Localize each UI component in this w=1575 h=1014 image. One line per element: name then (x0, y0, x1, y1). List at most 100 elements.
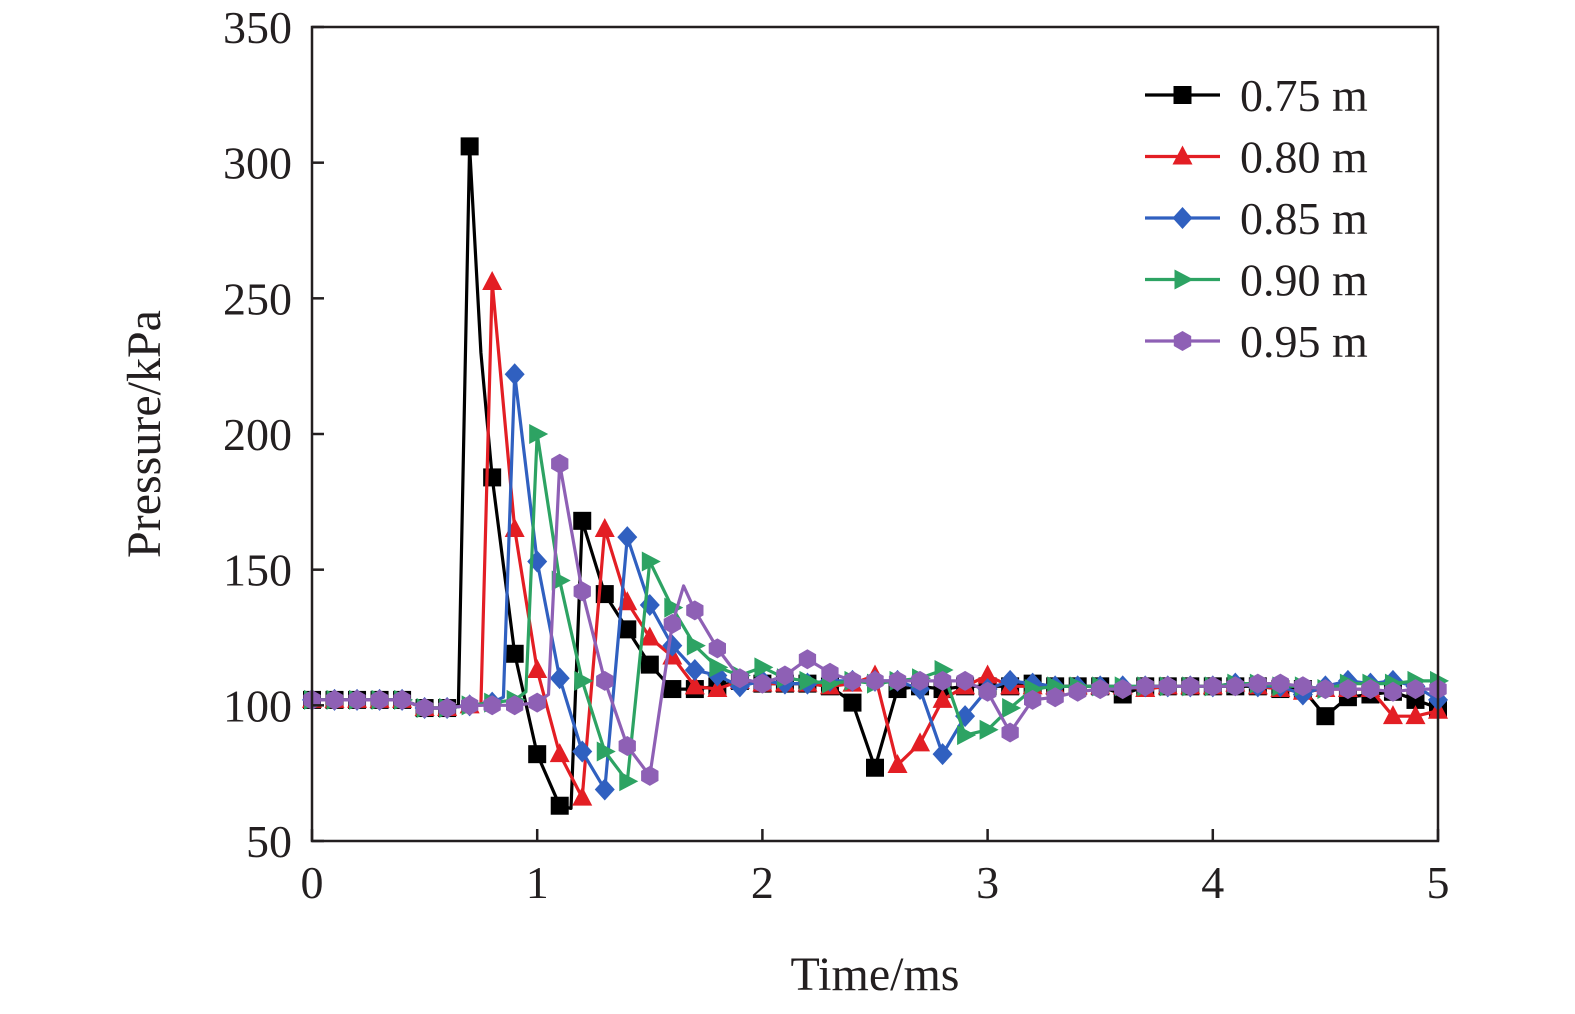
data-point (551, 453, 569, 474)
data-point (1114, 679, 1132, 700)
data-point (1091, 679, 1109, 700)
data-point (1000, 669, 1021, 692)
y-tick-label: 300 (223, 138, 292, 189)
data-point (370, 689, 389, 710)
data-point (415, 698, 434, 718)
legend-item: 0.95 m (1145, 316, 1368, 367)
data-point (482, 271, 503, 291)
x-tick-label: 2 (751, 857, 774, 908)
data-point (641, 765, 659, 786)
data-point (617, 526, 638, 549)
data-point (843, 693, 862, 712)
data-point (438, 698, 456, 718)
series-3 (302, 363, 1448, 801)
data-point (686, 600, 704, 621)
data-point (957, 725, 977, 746)
data-point (1181, 676, 1199, 697)
x-axis-title: Time/ms (791, 948, 960, 1001)
data-point (956, 670, 974, 691)
data-point (1316, 679, 1335, 700)
data-point (549, 667, 570, 690)
x-tick-label: 1 (526, 857, 549, 908)
data-point (753, 673, 772, 694)
y-tick-label: 250 (223, 273, 292, 324)
data-point (866, 758, 884, 777)
data-point (776, 665, 794, 686)
data-point (979, 719, 999, 740)
legend-marker (1172, 207, 1193, 229)
data-point (550, 796, 569, 815)
axis-ticks: 0 1 2 3 4 5 50 100 150 200 250 300 350 (223, 2, 1450, 908)
data-point (1204, 676, 1222, 697)
legend-item: 0.85 m (1145, 193, 1368, 244)
data-point (843, 670, 862, 691)
y-axis-title: Pressure/kPa (118, 310, 171, 558)
data-point (887, 754, 908, 774)
data-point (483, 695, 501, 716)
data-point (594, 778, 615, 801)
data-point (888, 670, 907, 691)
data-point (1271, 673, 1289, 694)
y-tick-label: 50 (246, 816, 292, 867)
data-point (686, 635, 706, 656)
data-point (1002, 698, 1022, 719)
data-point (596, 741, 616, 762)
data-point (663, 613, 681, 634)
data-point (911, 670, 929, 691)
series-line (312, 372, 1439, 791)
data-point (1382, 705, 1403, 725)
y-tick-label: 200 (223, 409, 292, 460)
legend-label: 0.80 m (1240, 132, 1368, 183)
legend-marker (1173, 331, 1192, 351)
legend-item: 0.90 m (1145, 255, 1368, 306)
data-point (1159, 676, 1177, 697)
data-point (1136, 676, 1154, 697)
series-5 (303, 453, 1447, 786)
data-point (528, 692, 546, 713)
data-point (684, 675, 705, 695)
data-point (1001, 722, 1019, 743)
data-point (506, 695, 524, 716)
data-point (1226, 676, 1244, 697)
data-point (709, 657, 729, 678)
data-point (641, 551, 661, 572)
data-point (573, 511, 592, 530)
legend-label: 0.95 m (1240, 316, 1368, 367)
x-tick-label: 3 (976, 857, 999, 908)
legend-label: 0.75 m (1240, 70, 1368, 121)
series-line (312, 432, 1438, 783)
data-point (932, 743, 953, 766)
data-point (708, 638, 726, 659)
data-point (821, 662, 839, 683)
data-point (910, 732, 931, 752)
data-point (1361, 679, 1380, 700)
legend-marker (1173, 86, 1192, 104)
data-point (977, 664, 998, 684)
data-point (348, 689, 366, 710)
data-point (572, 786, 593, 806)
data-point (664, 597, 684, 618)
data-point (596, 670, 614, 691)
data-point (707, 678, 728, 698)
data-point (933, 670, 952, 691)
data-point (799, 670, 819, 691)
data-point (528, 745, 547, 764)
data-point (1046, 687, 1064, 708)
data-point (527, 659, 548, 679)
data-point (932, 688, 953, 708)
series-layer (302, 137, 1449, 815)
data-point (754, 657, 774, 678)
data-point (866, 670, 884, 691)
data-point (618, 620, 637, 639)
data-point (731, 668, 749, 689)
data-point (1339, 679, 1357, 700)
data-point (618, 736, 636, 756)
legend-marker (1172, 145, 1193, 165)
legend-item: 0.75 m (1145, 70, 1368, 121)
data-point (325, 689, 344, 710)
x-tick-label: 5 (1427, 857, 1450, 908)
data-point (1406, 679, 1425, 700)
series-line (312, 462, 1438, 778)
data-point (1384, 681, 1402, 702)
